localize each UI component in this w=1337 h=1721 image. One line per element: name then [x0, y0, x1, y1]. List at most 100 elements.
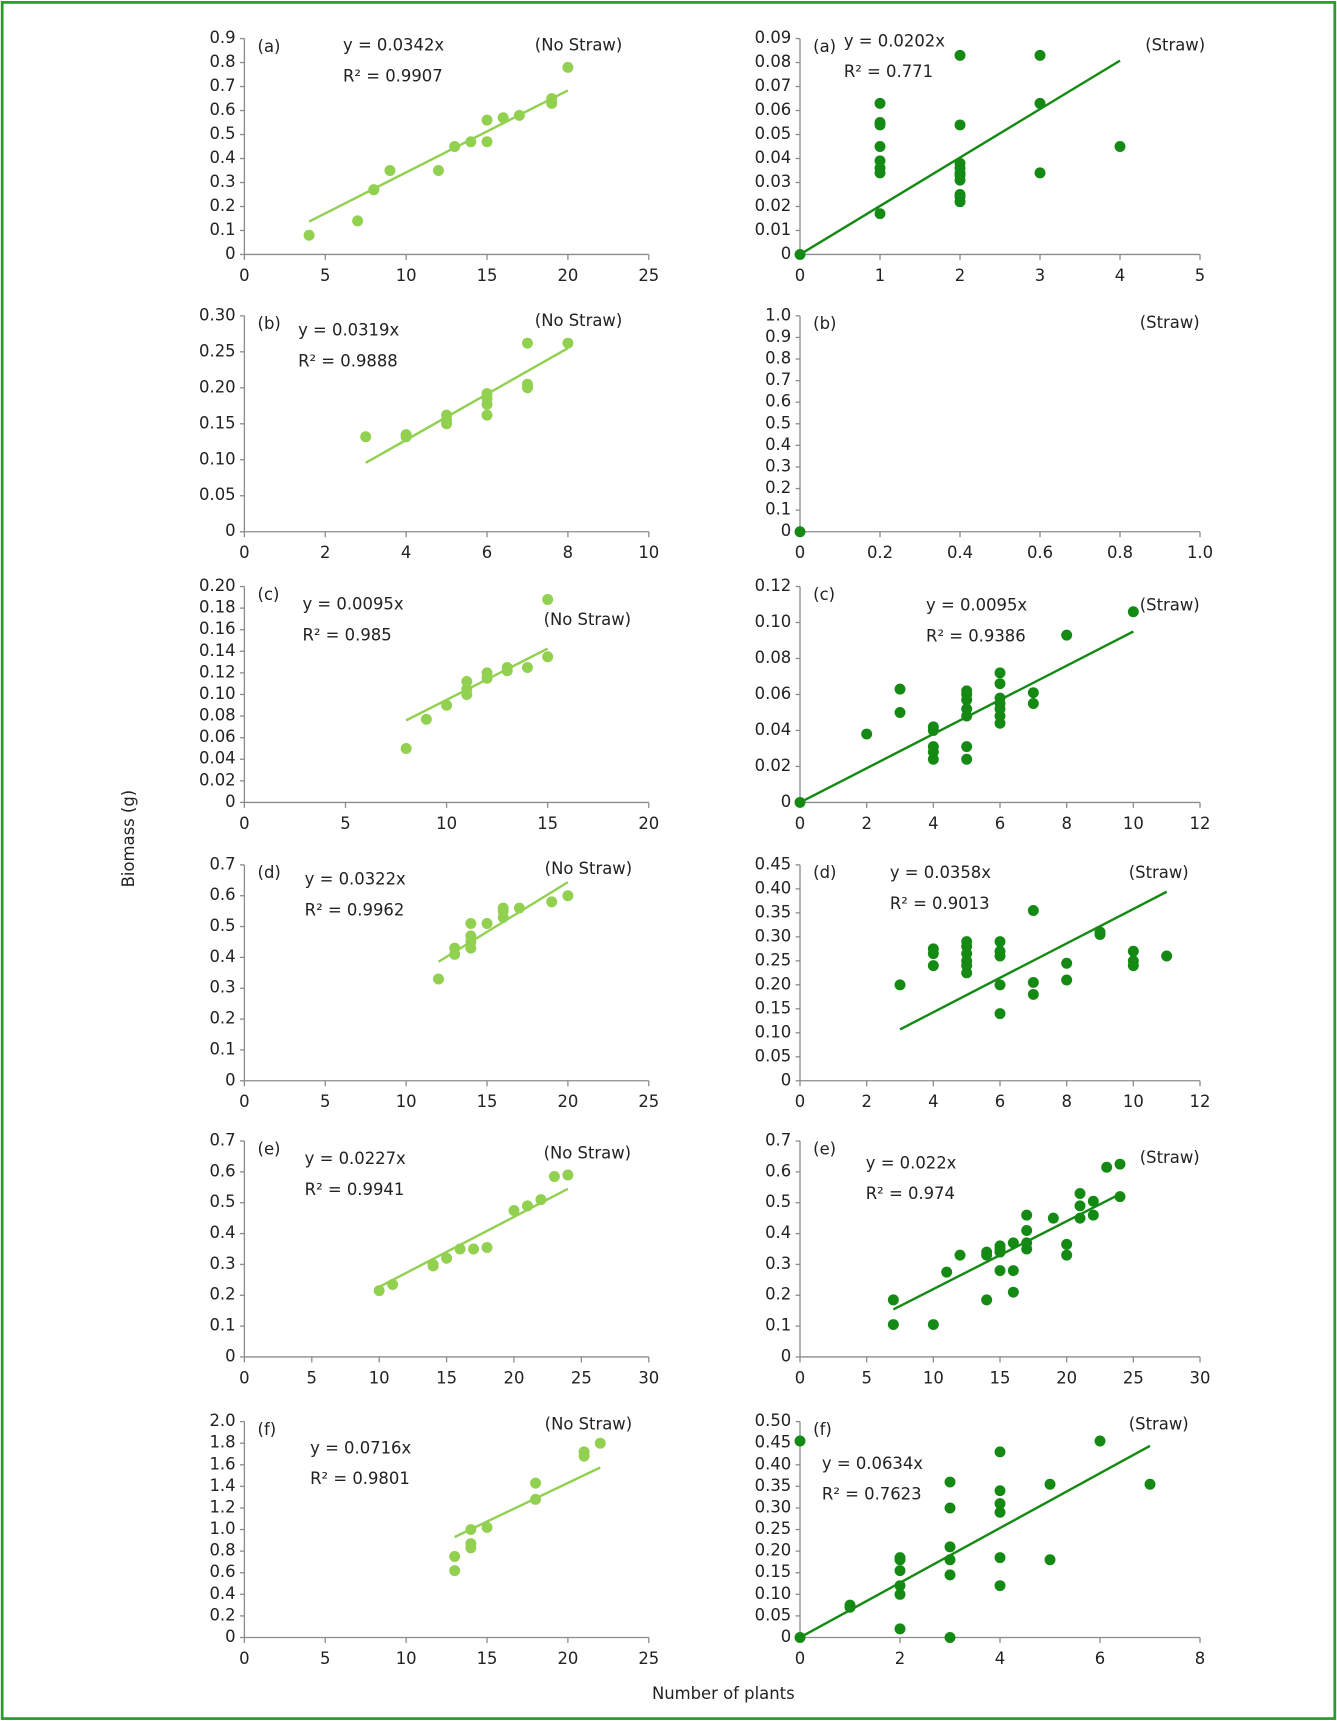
- point: [944, 1502, 956, 1514]
- point: [994, 1008, 1006, 1020]
- x-tick-label: 12: [1190, 814, 1211, 833]
- point: [927, 960, 939, 972]
- point: [433, 973, 444, 985]
- y-tick-label: 0.20: [199, 377, 236, 396]
- y-tick-label: 0.08: [755, 52, 792, 71]
- y-tick-label: 0.3: [209, 978, 235, 997]
- point: [1044, 1554, 1056, 1566]
- point: [562, 337, 574, 349]
- trendline: [405, 647, 549, 722]
- point: [1087, 1209, 1099, 1221]
- point: [861, 728, 873, 740]
- x-tick-label: 4: [1115, 266, 1125, 285]
- y-tick-label: 0.6: [765, 1161, 791, 1180]
- y-tick-label: 0.08: [755, 648, 792, 667]
- y-tick-label: 0.20: [199, 576, 236, 595]
- point: [1144, 1478, 1156, 1490]
- point: [1027, 697, 1039, 709]
- point: [1114, 1158, 1126, 1170]
- x-tick-label: 0: [239, 1368, 249, 1387]
- point: [1034, 167, 1046, 179]
- point: [874, 208, 886, 220]
- y-tick-label: 0.08: [199, 706, 236, 725]
- point: [1034, 97, 1046, 109]
- y-tick-label: 0.2: [765, 1285, 791, 1304]
- y-tick-label: 0.6: [209, 885, 235, 904]
- panel-label: (d): [258, 863, 281, 882]
- point: [497, 112, 509, 124]
- y-tick-label: 0.6: [209, 1161, 235, 1180]
- point: [994, 1265, 1006, 1277]
- point: [994, 667, 1006, 679]
- y-tick-label: 0.02: [199, 770, 236, 789]
- point: [1094, 1435, 1106, 1447]
- y-tick-label: 0.3: [765, 456, 791, 475]
- y-tick-label: 0.1: [209, 1316, 235, 1335]
- point: [454, 1243, 466, 1255]
- y-tick-label: 0.25: [199, 341, 236, 360]
- point: [944, 1541, 956, 1553]
- y-tick-label: 0.3: [209, 1254, 235, 1273]
- x-tick-label: 15: [477, 266, 498, 285]
- y-tick-label: 0.4: [209, 1223, 235, 1242]
- r-squared: R² = 0.7623: [822, 1485, 922, 1504]
- y-tick-label: 0.30: [199, 305, 236, 324]
- point: [441, 1252, 453, 1264]
- y-tick-label: 0.20: [755, 1541, 792, 1560]
- equation: y = 0.0095x: [302, 595, 403, 614]
- y-tick-label: 0.20: [755, 974, 792, 993]
- y-tick-label: 0.7: [209, 1131, 235, 1150]
- x-tick-label: 5: [307, 1368, 317, 1387]
- y-tick-label: 0.1: [765, 1316, 791, 1335]
- point: [927, 943, 939, 955]
- point: [954, 119, 966, 131]
- y-tick-label: 0.40: [755, 878, 792, 897]
- condition-label: (Straw): [1129, 1414, 1189, 1433]
- point: [874, 141, 886, 152]
- point: [1044, 1478, 1056, 1490]
- x-tick-label: 5: [861, 1368, 871, 1387]
- y-tick-label: 0.7: [765, 370, 791, 389]
- y-tick-label: 0: [781, 521, 791, 540]
- point: [521, 337, 533, 349]
- y-tick-label: 0.7: [209, 854, 235, 873]
- point: [994, 945, 1006, 957]
- x-tick-label: 8: [1061, 814, 1071, 833]
- point: [794, 1632, 806, 1643]
- y-tick-label: 0.25: [755, 1519, 792, 1538]
- x-tick-label: 1: [875, 266, 885, 285]
- point: [1061, 629, 1073, 641]
- y-tick-label: 0: [781, 244, 791, 263]
- point: [994, 1485, 1006, 1497]
- point: [1127, 945, 1139, 957]
- point: [894, 1580, 906, 1592]
- x-tick-label: 25: [1123, 1368, 1144, 1387]
- point: [461, 683, 473, 695]
- x-tick-label: 0: [795, 543, 805, 562]
- x-tick-label: 0: [795, 814, 805, 833]
- x-tick-label: 30: [638, 1368, 659, 1387]
- point: [1027, 687, 1039, 699]
- y-tick-label: 0.1: [209, 1039, 235, 1058]
- point: [449, 1565, 461, 1577]
- point: [874, 117, 886, 129]
- point: [961, 936, 973, 948]
- point: [1114, 141, 1126, 152]
- x-tick-label: 0.2: [867, 543, 893, 562]
- y-tick-label: 0.1: [209, 220, 235, 239]
- y-tick-label: 0.10: [199, 684, 236, 703]
- y-tick-label: 1.2: [209, 1497, 235, 1516]
- panel-label: (b): [813, 314, 836, 333]
- y-tick-label: 0.18: [199, 598, 236, 617]
- panel-label: (f): [813, 1420, 832, 1439]
- r-squared: R² = 0.9962: [305, 900, 405, 919]
- point: [1007, 1237, 1019, 1249]
- point: [521, 662, 533, 673]
- point: [1021, 1209, 1033, 1221]
- r-squared: R² = 0.974: [866, 1184, 955, 1203]
- y-tick-label: 0.8: [209, 52, 235, 71]
- y-tick-label: 2.0: [209, 1411, 235, 1430]
- x-tick-label: 20: [638, 814, 659, 833]
- x-tick-label: 10: [396, 1092, 417, 1111]
- x-tick-label: 5: [320, 1092, 330, 1111]
